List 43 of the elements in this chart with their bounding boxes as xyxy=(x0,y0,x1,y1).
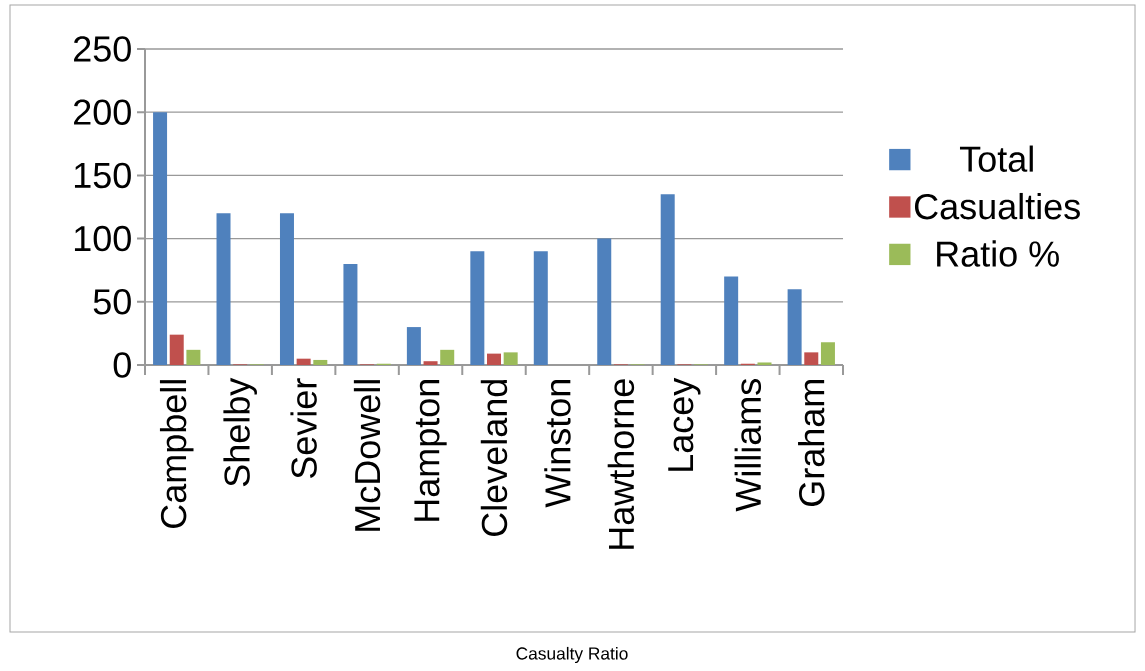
bar xyxy=(343,263,358,365)
bar xyxy=(660,194,675,365)
x-tick-label: Winston xyxy=(544,380,571,508)
bar xyxy=(820,342,835,365)
bar xyxy=(296,358,311,365)
text: Casualty Ratio xyxy=(516,646,628,664)
x-tick-label: Cleveland xyxy=(480,380,508,536)
y-tick-label: 200 xyxy=(74,99,131,125)
x-tick-label: Williams xyxy=(734,379,762,512)
bar xyxy=(279,213,294,365)
bar xyxy=(313,359,328,365)
x-tick-label: Graham xyxy=(798,380,825,506)
y-tick-label: 100 xyxy=(74,225,131,252)
y-tick-label: 0 xyxy=(113,352,131,378)
bar xyxy=(533,251,548,365)
legend-label: Ratio % xyxy=(937,240,1059,267)
bar xyxy=(186,349,201,365)
legend-label: Casualties xyxy=(914,192,1080,220)
bar xyxy=(153,112,168,365)
bar xyxy=(487,353,501,365)
bar xyxy=(724,276,739,365)
bar xyxy=(470,251,485,365)
x-tick-label: Shelby xyxy=(223,377,257,487)
x-tick-label: McDowell xyxy=(353,380,381,531)
bar xyxy=(787,289,802,365)
x-tick-label: Campbell xyxy=(159,380,194,528)
bar xyxy=(440,349,455,365)
bar xyxy=(216,213,231,365)
bar xyxy=(406,327,421,365)
x-tick-label: Sevier xyxy=(290,378,317,479)
bar xyxy=(597,238,612,365)
x-tick-label: Hampton xyxy=(414,380,447,521)
bar xyxy=(169,334,184,365)
bar xyxy=(423,361,438,365)
x-tick-label: Lacey xyxy=(668,377,701,471)
y-tick-label: 250 xyxy=(74,36,131,62)
bar xyxy=(503,352,518,365)
bar xyxy=(757,362,772,365)
legend-label: Total xyxy=(959,145,1033,172)
bar xyxy=(804,352,819,365)
x-tick-label: Hawthorne xyxy=(607,379,635,549)
y-tick-label: 150 xyxy=(74,162,131,189)
y-tick-label: 50 xyxy=(93,289,131,315)
